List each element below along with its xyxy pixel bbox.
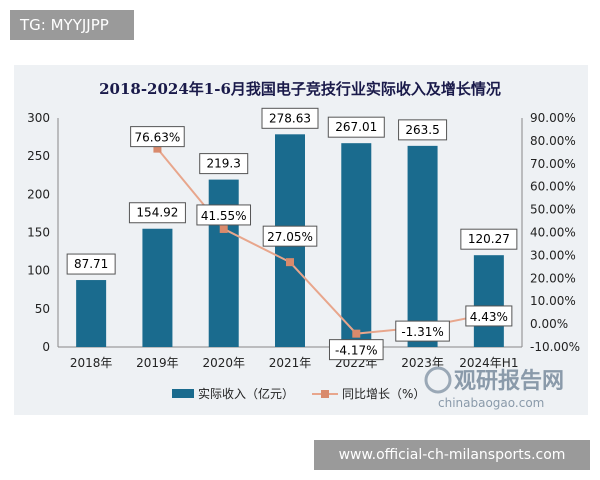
y-left-tick-label: 250: [27, 149, 50, 163]
y-right-tick-label: 30.00%: [530, 248, 576, 262]
y-right-tick-label: 0.00%: [530, 317, 568, 331]
y-right-tick-label: -10.00%: [530, 340, 580, 354]
bar-data-label: 219.3: [207, 157, 241, 171]
y-left-tick-label: 200: [27, 187, 50, 201]
y-right-tick-label: 70.00%: [530, 157, 576, 171]
bar-data-label: 278.63: [269, 111, 311, 125]
x-tick-label: 2019年: [136, 356, 179, 370]
y-right-tick-label: 80.00%: [530, 134, 576, 148]
bar-label-box: [128, 202, 186, 224]
site-url: www.official-ch-milansports.com: [314, 440, 590, 470]
bar-data-label: 263.5: [405, 123, 439, 137]
bar-data-label: 154.92: [136, 206, 178, 220]
y-left-tick-label: 50: [35, 302, 50, 316]
bar-label-box: [398, 119, 448, 141]
line-data-label: 41.55%: [201, 209, 247, 223]
line-data-label: -4.17%: [335, 344, 377, 358]
bar-label-box: [460, 228, 518, 250]
watermark-en: chinabaogao.com: [438, 396, 544, 410]
y-left-tick-label: 150: [27, 226, 50, 240]
growth-marker: [153, 144, 162, 153]
bar-data-label: 87.71: [74, 257, 108, 271]
bar-label-box: [199, 153, 249, 175]
line-label-box: [262, 225, 318, 247]
x-tick-label: 2021年: [269, 356, 312, 370]
line-label-box: [130, 126, 185, 148]
watermark-cn: 观研报告网: [454, 369, 564, 394]
y-right-tick-label: 40.00%: [530, 226, 576, 240]
y-right-tick-label: 10.00%: [530, 294, 576, 308]
x-tick-label: 2018年: [70, 356, 113, 370]
x-tick-label: 2024年H1: [459, 356, 518, 370]
y-left-tick-label: 0: [42, 340, 50, 354]
bar: [407, 145, 438, 347]
tg-tag: TG: MYYJJPP: [10, 10, 134, 40]
y-right-tick-label: 90.00%: [530, 111, 576, 125]
legend-bar-label: 实际收入（亿元）: [198, 386, 294, 401]
y-right-tick-label: 20.00%: [530, 271, 576, 285]
legend-bar-swatch: [172, 389, 194, 398]
line-label-box: [328, 339, 384, 361]
line-data-label: 4.43%: [470, 310, 508, 324]
bar: [142, 228, 173, 347]
growth-line: [156, 147, 490, 335]
x-tick-label: 2023年: [401, 356, 444, 370]
bar-label-box: [261, 107, 319, 129]
growth-marker: [286, 258, 294, 267]
legend-line-marker: [321, 390, 329, 398]
bar-label-box: [327, 116, 385, 138]
growth-marker: [352, 329, 361, 338]
growth-marker: [219, 224, 228, 233]
bar-label-box: [66, 253, 116, 275]
line-label-box: [395, 320, 450, 342]
chart-title: 2018-2024年1-6月我国电子竞技行业实际收入及增长情况: [99, 80, 501, 98]
bar: [341, 143, 372, 347]
y-right-tick-label: 60.00%: [530, 180, 576, 194]
line-label-box: [465, 305, 513, 327]
bar-data-label: 120.27: [468, 232, 510, 246]
x-tick-label: 2020年: [202, 356, 245, 370]
line-data-label: 76.63%: [135, 131, 181, 145]
bar: [473, 255, 504, 347]
watermark-logo-icon: [424, 366, 452, 394]
line-data-label: 27.05%: [267, 230, 313, 244]
line-label-box: [196, 204, 252, 226]
legend-line-label: 同比增长（%）: [342, 387, 425, 401]
y-left-tick-label: 300: [27, 111, 50, 125]
y-left-tick-label: 100: [27, 264, 50, 278]
bar: [76, 280, 107, 347]
line-data-label: -1.31%: [401, 325, 443, 339]
y-right-tick-label: 50.00%: [530, 203, 576, 217]
bar-data-label: 267.01: [335, 120, 377, 134]
